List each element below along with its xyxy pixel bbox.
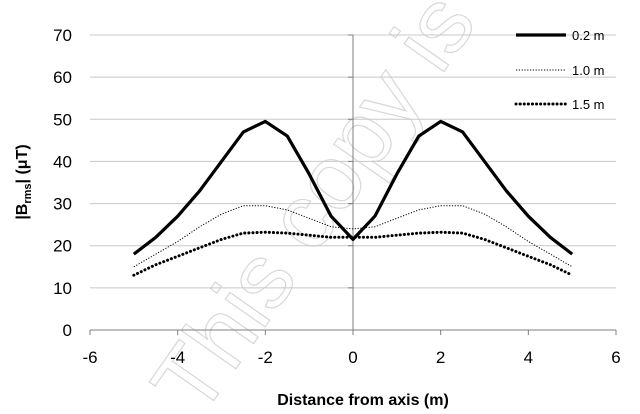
legend-label-2: 1.0 m bbox=[572, 63, 605, 78]
series-line-3 bbox=[132, 230, 574, 277]
y-tick-label: 10 bbox=[53, 279, 72, 298]
x-tick-label: -2 bbox=[258, 348, 273, 367]
x-tick-label: -4 bbox=[170, 348, 185, 367]
x-axis-title: Distance from axis (m) bbox=[277, 392, 449, 409]
x-tick-label: 0 bbox=[348, 348, 357, 367]
y-tick-label: 50 bbox=[53, 110, 72, 129]
y-tick-label: 0 bbox=[63, 321, 72, 340]
y-tick-label: 60 bbox=[53, 68, 72, 87]
x-tick-label: 2 bbox=[436, 348, 445, 367]
series-line-2 bbox=[133, 205, 573, 268]
watermark-text: This copy is fo bbox=[133, 0, 554, 414]
y-tick-label: 20 bbox=[53, 237, 72, 256]
y-tick-label: 30 bbox=[53, 195, 72, 214]
legend-label-3: 1.5 m bbox=[572, 97, 605, 112]
y-tick-label: 70 bbox=[53, 26, 72, 45]
legend-label-1: 0.2 m bbox=[572, 28, 605, 43]
series-line-1 bbox=[132, 119, 574, 256]
x-tick-label: 4 bbox=[524, 348, 533, 367]
y-axis-title: |Brms| (μT) bbox=[14, 144, 34, 219]
x-tick-label: 6 bbox=[611, 348, 620, 367]
y-tick-label: 40 bbox=[53, 152, 72, 171]
x-tick-label: -6 bbox=[82, 348, 97, 367]
